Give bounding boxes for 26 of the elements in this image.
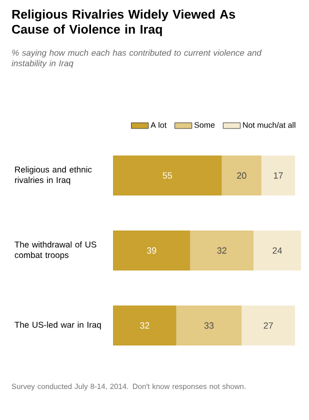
- bar: [190, 230, 254, 271]
- y-tick-label: Religious and ethnic rivalries in Iraq: [15, 166, 92, 185]
- data-label: 55: [162, 172, 172, 179]
- bar: [261, 156, 296, 196]
- bar: [242, 306, 296, 346]
- chart-title: Religious Rivalries Widely Viewed As Cause of Violence in Iraq: [12, 10, 236, 36]
- bar: [113, 230, 190, 271]
- bar: [113, 156, 222, 196]
- bar: [113, 306, 176, 346]
- y-tick-label: The withdrawal of US combat troops: [14, 241, 96, 260]
- chart-subtitle: % saying how much each has contributed to current violence and instability in Iraq: [12, 50, 262, 68]
- data-label: 24: [272, 247, 282, 254]
- data-label: 20: [237, 172, 246, 179]
- legend-label: Some: [194, 122, 215, 128]
- data-label: 39: [146, 247, 156, 254]
- data-label: 32: [140, 322, 150, 329]
- bar: [222, 156, 262, 196]
- data-label: 32: [217, 247, 226, 254]
- legend-label: A lot: [150, 122, 167, 128]
- legend-label: Not much/at all: [243, 122, 296, 128]
- data-label: 33: [204, 322, 214, 329]
- data-label: 27: [264, 322, 273, 329]
- y-tick-label: The US-led war in Iraq: [14, 322, 101, 330]
- bar: [254, 230, 301, 271]
- bar: [176, 306, 242, 346]
- data-label: 17: [274, 172, 283, 179]
